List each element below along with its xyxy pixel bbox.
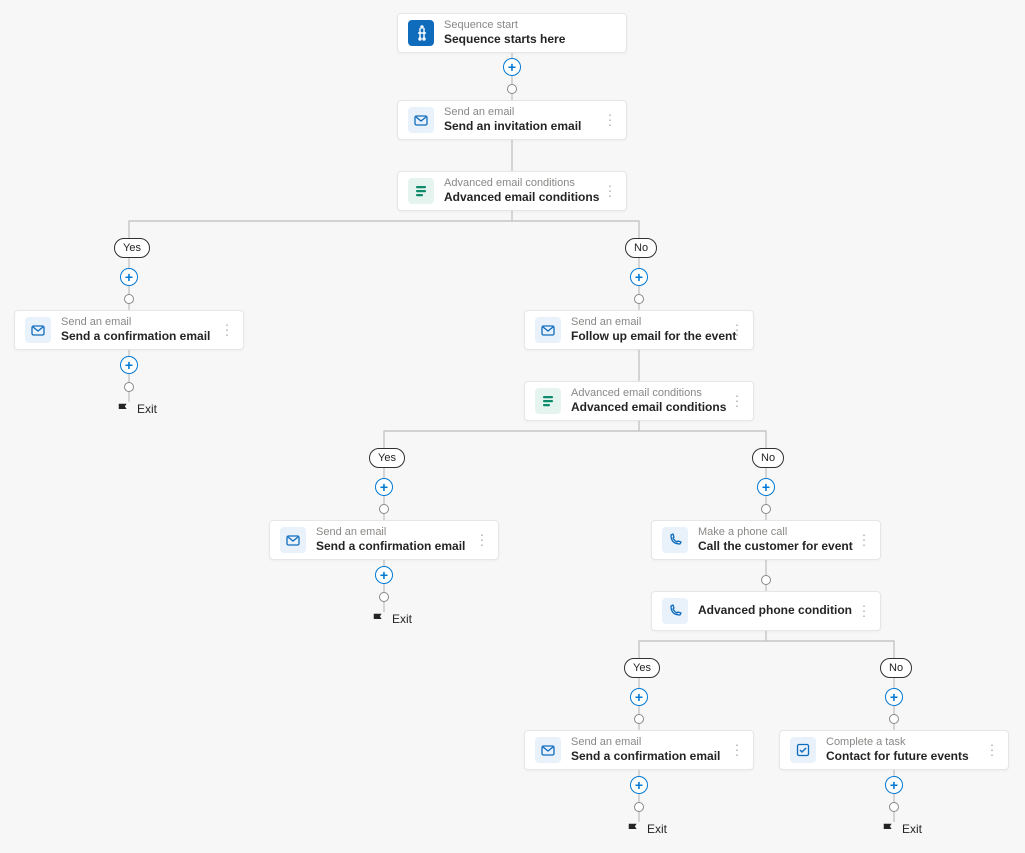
exit-marker: Exit [372, 612, 412, 626]
add-step-button[interactable]: + [120, 268, 138, 286]
connector-node-icon [761, 575, 771, 585]
email-icon [25, 317, 51, 343]
send-confirmation-email-card-1[interactable]: Send an email Send a confirmation email … [14, 310, 244, 350]
add-step-button[interactable]: + [503, 58, 521, 76]
connector-node-icon [634, 714, 644, 724]
card-menu-icon[interactable]: ⋮ [730, 393, 745, 410]
call-customer-card[interactable]: Make a phone call Call the customer for … [651, 520, 881, 560]
add-step-button[interactable]: + [375, 566, 393, 584]
exit-label: Exit [392, 612, 412, 626]
phone-icon [662, 527, 688, 553]
card-subtitle: Send an email [61, 315, 210, 329]
card-subtitle: Advanced email conditions [444, 176, 599, 190]
card-menu-icon[interactable]: ⋮ [730, 742, 745, 759]
card-menu-icon[interactable]: ⋮ [985, 742, 1000, 759]
branch-no-pill: No [880, 658, 912, 678]
card-subtitle: Sequence start [444, 18, 565, 32]
email-icon [280, 527, 306, 553]
add-step-button[interactable]: + [120, 356, 138, 374]
connector-node-icon [379, 592, 389, 602]
card-subtitle: Advanced email conditions [571, 386, 726, 400]
connector-node-icon [507, 84, 517, 94]
card-subtitle: Send an email [571, 315, 736, 329]
card-title: Send a confirmation email [61, 329, 210, 345]
card-menu-icon[interactable]: ⋮ [857, 603, 872, 620]
flag-icon [882, 822, 896, 836]
exit-marker: Exit [627, 822, 667, 836]
card-menu-icon[interactable]: ⋮ [220, 322, 235, 339]
branch-yes-pill: Yes [369, 448, 405, 468]
advanced-phone-condition-card[interactable]: Advanced phone condition ⋮ [651, 591, 881, 631]
card-subtitle: Send an email [316, 525, 465, 539]
card-title: Advanced email conditions [444, 190, 599, 206]
card-title: Contact for future events [826, 749, 969, 765]
send-confirmation-email-card-2[interactable]: Send an email Send a confirmation email … [269, 520, 499, 560]
email-icon [535, 317, 561, 343]
card-subtitle: Send an email [444, 105, 581, 119]
card-title: Call the customer for event [698, 539, 853, 555]
card-menu-icon[interactable]: ⋮ [603, 183, 618, 200]
branch-no-pill: No [625, 238, 657, 258]
card-menu-icon[interactable]: ⋮ [475, 532, 490, 549]
card-title: Sequence starts here [444, 32, 565, 48]
card-menu-icon[interactable]: ⋮ [730, 322, 745, 339]
add-step-button[interactable]: + [630, 688, 648, 706]
sequence-start-icon [408, 20, 434, 46]
branch-yes-pill: Yes [114, 238, 150, 258]
send-confirmation-email-card-3[interactable]: Send an email Send a confirmation email … [524, 730, 754, 770]
add-step-button[interactable]: + [375, 478, 393, 496]
task-icon [790, 737, 816, 763]
condition-icon [408, 178, 434, 204]
connector-node-icon [634, 294, 644, 304]
add-step-button[interactable]: + [630, 776, 648, 794]
phone-icon [662, 598, 688, 624]
flag-icon [627, 822, 641, 836]
connector-node-icon [124, 294, 134, 304]
follow-up-email-card[interactable]: Send an email Follow up email for the ev… [524, 310, 754, 350]
email-icon [408, 107, 434, 133]
card-title: Advanced email conditions [571, 400, 726, 416]
card-menu-icon[interactable]: ⋮ [857, 532, 872, 549]
connector-node-icon [634, 802, 644, 812]
advanced-email-conditions-card-2[interactable]: Advanced email conditions Advanced email… [524, 381, 754, 421]
add-step-button[interactable]: + [630, 268, 648, 286]
add-step-button[interactable]: + [885, 776, 903, 794]
card-title: Send an invitation email [444, 119, 581, 135]
card-subtitle: Make a phone call [698, 525, 853, 539]
card-menu-icon[interactable]: ⋮ [603, 112, 618, 129]
exit-marker: Exit [117, 402, 157, 416]
card-subtitle: Send an email [571, 735, 720, 749]
branch-no-pill: No [752, 448, 784, 468]
exit-label: Exit [137, 402, 157, 416]
card-title: Advanced phone condition [698, 603, 852, 619]
sequence-start-card[interactable]: Sequence start Sequence starts here [397, 13, 627, 53]
email-icon [535, 737, 561, 763]
flag-icon [372, 612, 386, 626]
connector-node-icon [761, 504, 771, 514]
connector-node-icon [379, 504, 389, 514]
exit-marker: Exit [882, 822, 922, 836]
card-title: Follow up email for the event [571, 329, 736, 345]
contact-future-events-card[interactable]: Complete a task Contact for future event… [779, 730, 1009, 770]
exit-label: Exit [647, 822, 667, 836]
add-step-button[interactable]: + [757, 478, 775, 496]
branch-yes-pill: Yes [624, 658, 660, 678]
exit-label: Exit [902, 822, 922, 836]
advanced-email-conditions-card[interactable]: Advanced email conditions Advanced email… [397, 171, 627, 211]
connector-node-icon [124, 382, 134, 392]
connector-node-icon [889, 802, 899, 812]
card-subtitle: Complete a task [826, 735, 969, 749]
card-title: Send a confirmation email [316, 539, 465, 555]
flag-icon [117, 402, 131, 416]
condition-icon [535, 388, 561, 414]
connector-node-icon [889, 714, 899, 724]
card-title: Send a confirmation email [571, 749, 720, 765]
add-step-button[interactable]: + [885, 688, 903, 706]
send-invitation-email-card[interactable]: Send an email Send an invitation email ⋮ [397, 100, 627, 140]
